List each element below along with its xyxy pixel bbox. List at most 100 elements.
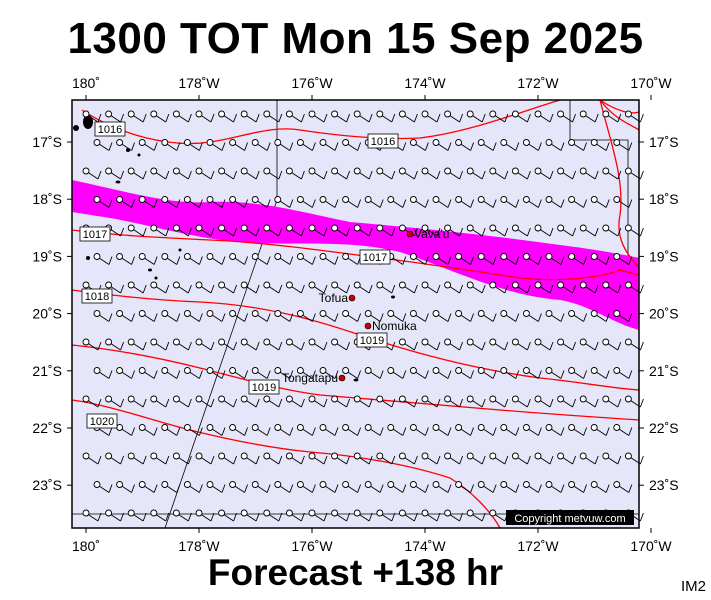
wind-barb (432, 310, 452, 322)
wind-barb (568, 310, 588, 322)
wind-barb (376, 452, 396, 465)
wind-barb (534, 395, 554, 408)
wind-barb (331, 224, 351, 237)
wind-barb (218, 452, 238, 465)
wind-barb (613, 253, 633, 265)
wind-barb (455, 253, 475, 265)
wind-barb (557, 110, 577, 123)
wind-barb (534, 167, 554, 180)
wind-barb (127, 338, 147, 351)
wind-barb (274, 424, 294, 436)
wind-barb (308, 338, 328, 351)
wind-barb (263, 338, 283, 351)
isobar-labels: 1016 1016 1017 1017 1018 1019 1019 1020 (79, 121, 399, 429)
wind-barb (195, 509, 215, 522)
wind-barb (421, 281, 441, 294)
wind-barb (116, 367, 136, 379)
wind-barb (195, 167, 215, 180)
wind-barb (229, 253, 249, 265)
wind-barb (263, 509, 283, 522)
wind-barb (353, 395, 373, 408)
wind-barb (613, 424, 633, 436)
wind-barb (511, 395, 531, 408)
wind-barb (602, 167, 622, 180)
wind-barb (105, 509, 125, 522)
wind-barb (183, 310, 203, 322)
wind-barb (409, 367, 429, 379)
wind-barb (444, 110, 464, 123)
wind-barb (206, 424, 226, 436)
wind-barb (545, 367, 565, 379)
wind-barb (421, 110, 441, 123)
wind-barb (511, 281, 531, 294)
wind-barb (183, 253, 203, 265)
wind-barb (376, 167, 396, 180)
wind-barb (568, 139, 588, 151)
wind-barb (489, 110, 509, 123)
wind-barb (522, 139, 542, 151)
wind-barb (172, 509, 192, 522)
wind-barb (568, 196, 588, 208)
wind-barb (432, 139, 452, 151)
wind-barb (455, 139, 475, 151)
wind-barb (342, 424, 362, 436)
wind-barb (489, 167, 509, 180)
wind-barb (353, 281, 373, 294)
wind-barb (466, 509, 486, 522)
land-masses (73, 115, 395, 382)
wind-barb (138, 367, 158, 379)
wind-barb (557, 167, 577, 180)
wind-barb (251, 196, 271, 208)
wind-barb (500, 310, 520, 322)
wind-barb (331, 395, 351, 408)
wind-barb (602, 224, 622, 237)
town-label: Tongatapu (282, 371, 338, 385)
wind-barb (602, 110, 622, 123)
wind-barb (500, 196, 520, 208)
svg-text:1016: 1016 (98, 124, 122, 136)
lat-label-right: 21˚S (649, 363, 679, 379)
lon-label-top: 174˚W (404, 75, 446, 91)
wind-barb (138, 481, 158, 493)
wind-barb (229, 481, 249, 493)
wind-barb (172, 395, 192, 408)
wind-barb (161, 367, 181, 379)
wind-barb (82, 452, 102, 465)
wind-barb (353, 509, 373, 522)
wind-barb (590, 481, 610, 493)
wind-barb (387, 196, 407, 208)
wind-barb (127, 281, 147, 294)
wind-barb (240, 509, 260, 522)
wind-barb (218, 509, 238, 522)
wind-barb (240, 224, 260, 237)
lon-label-bottom: 180˚ (72, 538, 100, 554)
wind-barb (138, 310, 158, 322)
lat-label-right: 20˚S (649, 306, 679, 322)
lat-label-right: 17˚S (649, 134, 679, 150)
wind-barb (183, 196, 203, 208)
wind-barb (421, 167, 441, 180)
wind-barb (274, 253, 294, 265)
lon-label-top: 172˚W (517, 75, 559, 91)
lat-label-left: 17˚S (32, 134, 62, 150)
isobar-line (71, 344, 640, 421)
wind-barb (409, 196, 429, 208)
wind-barb (93, 310, 113, 322)
island-shape (154, 276, 158, 280)
wind-barb (500, 367, 520, 379)
wind-barb (409, 481, 429, 493)
wind-barb (455, 367, 475, 379)
wind-barb (93, 139, 113, 151)
isobar-label: 1017 (359, 249, 391, 265)
island-shape (73, 125, 79, 131)
wind-barb (409, 310, 429, 322)
lat-label-left: 18˚S (32, 191, 62, 207)
wind-barb (432, 424, 452, 436)
lon-label-bottom: 178˚W (178, 538, 220, 554)
wind-barb (432, 253, 452, 265)
wind-barb (409, 424, 429, 436)
wind-barb (285, 224, 305, 237)
wind-barb (602, 281, 622, 294)
lat-label-left: 19˚S (32, 248, 62, 264)
wind-barb (590, 310, 610, 322)
